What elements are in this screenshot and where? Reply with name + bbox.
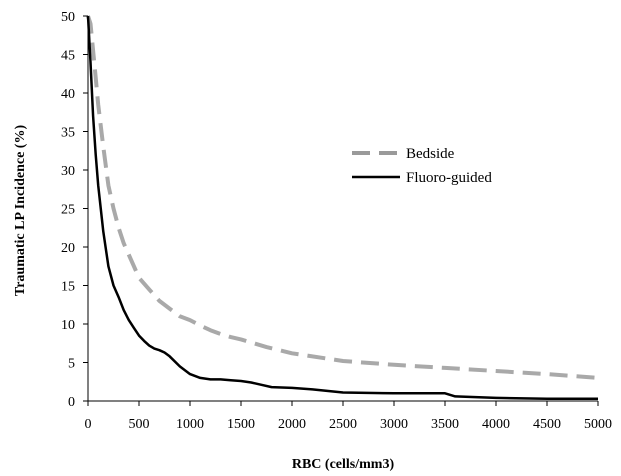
y-tick-label: 20 [61,241,75,256]
axes [87,16,598,402]
y-ticks: 0 5 10 15 20 25 30 35 40 45 50 [61,10,88,410]
y-tick-label: 50 [61,10,75,25]
y-tick-label: 10 [61,318,75,333]
y-tick-label: 0 [68,395,75,410]
x-tick-label: 500 [129,417,150,432]
y-tick-label: 35 [61,126,75,141]
y-tick-label: 25 [61,203,75,218]
x-tick-label: 3500 [431,417,459,432]
y-tick-label: 45 [61,49,75,64]
legend-label-bedside: Bedside [406,146,455,162]
y-tick-label: 5 [68,357,75,372]
x-ticks: 0 500 1000 1500 2000 2500 3000 3500 4000 4500 5000 [85,401,612,432]
x-tick-label: 2000 [278,417,306,432]
x-tick-label: 3000 [380,417,408,432]
y-tick-label: 15 [61,280,75,295]
y-tick-label: 40 [61,87,75,102]
x-tick-label: 4500 [533,417,561,432]
x-tick-label: 1000 [176,417,204,432]
legend: Bedside Fluoro-guided [352,146,492,186]
y-axis-title: Traumatic LP Incidence (%) [13,125,28,297]
series-layer [86,15,599,400]
series-line-fluoro-guided [86,15,598,400]
x-axis-title: RBC (cells/mm3) [292,457,395,472]
legend-label-fluoro-guided: Fluoro-guided [406,170,492,186]
x-tick-label: 2500 [329,417,357,432]
x-tick-label: 5000 [584,417,612,432]
x-tick-label: 1500 [227,417,255,432]
series-line-bedside [86,15,599,380]
y-tick-label: 30 [61,164,75,179]
x-tick-label: 4000 [482,417,510,432]
x-tick-label: 0 [85,417,92,432]
